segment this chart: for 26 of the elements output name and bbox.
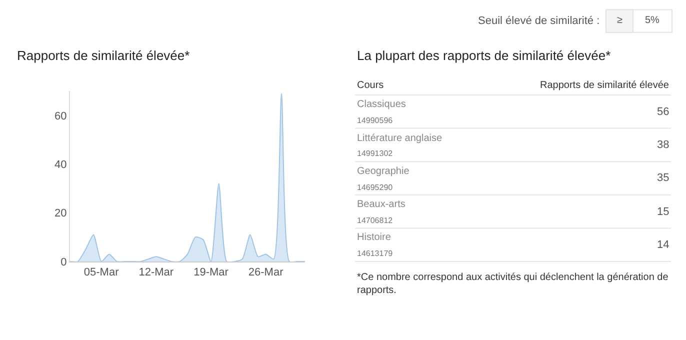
y-tick-label: 20 xyxy=(54,208,67,220)
data-label: 38 xyxy=(657,139,670,151)
text: Seuil élevé de similarité : xyxy=(478,15,600,27)
x-tick-label: 26-Mar xyxy=(248,266,284,279)
y-tick-label: 40 xyxy=(54,158,67,171)
data-label: 14 xyxy=(657,239,670,251)
y-tick-label: 0 xyxy=(60,256,67,268)
category-label: Beaux-arts 14706812 xyxy=(357,199,406,225)
data-label: 15 xyxy=(657,206,670,218)
chart-title: Rapports de similarité élevée* xyxy=(17,48,190,63)
category-label: Geographie 14695290 xyxy=(357,166,410,192)
y-tick-label: 60 xyxy=(54,110,67,122)
text: Rapports de similarité élevée xyxy=(540,80,670,91)
data-label: 56 xyxy=(657,106,670,118)
text: *Ce nombre correspond aux activités qui déclenchent la génération de rapports. xyxy=(357,272,669,296)
text: Cours xyxy=(357,80,384,91)
x-tick-label: 05-Mar xyxy=(84,266,120,279)
text: La plupart des rapports de similarité élevée* xyxy=(357,48,611,63)
x-tick-label: 12-Mar xyxy=(138,266,174,279)
x-tick-label: 19-Mar xyxy=(194,266,229,279)
category-label: Histoire 14613179 xyxy=(357,232,394,258)
text: 5% xyxy=(645,15,660,26)
data-label: 35 xyxy=(657,172,670,184)
text: ≥ xyxy=(617,15,623,26)
category-label: Classiques 14990596 xyxy=(357,99,406,125)
category-label: Littérature anglaise 14991302 xyxy=(357,133,442,158)
